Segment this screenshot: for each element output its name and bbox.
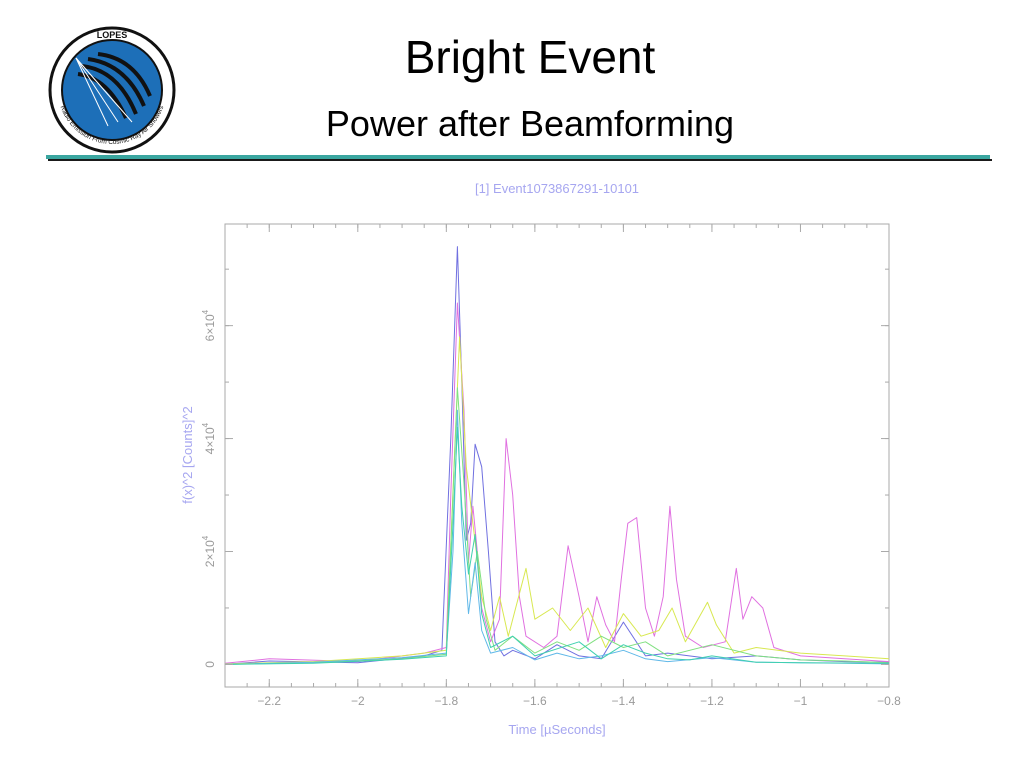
- series-line-6: [224, 426, 890, 665]
- x-tick-label: −1.8: [434, 694, 458, 708]
- lopes-logo: LOPES Radio Emission From Cosmic Ray Air…: [48, 26, 176, 154]
- x-tick-label: −0.8: [877, 694, 901, 708]
- x-tick-label: −1.2: [700, 694, 724, 708]
- y-tick-label: 2×104: [201, 535, 217, 567]
- y-tick-label: 4×104: [201, 422, 217, 454]
- y-tick-label: 6×104: [201, 309, 217, 341]
- plot-frame: [224, 223, 890, 688]
- title-divider-shadow: [48, 159, 992, 161]
- x-tick-label: −2: [351, 694, 365, 708]
- series-line-5: [224, 409, 890, 665]
- x-axis-label: Time [µSeconds]: [508, 722, 605, 737]
- series-line-4: [224, 387, 890, 665]
- y-axis-label: f(x)^2 [Counts]^2: [180, 406, 195, 503]
- x-tick-label: −1.4: [612, 694, 636, 708]
- title-divider: [46, 155, 990, 159]
- series-layer: [224, 246, 890, 665]
- series-line-2: [224, 302, 890, 664]
- logo-ring-top: LOPES: [97, 30, 128, 40]
- x-tick-label: −1: [794, 694, 808, 708]
- chart-title: [1] Event1073867291-10101: [475, 181, 639, 196]
- lopes-logo-graphic: LOPES Radio Emission From Cosmic Ray Air…: [48, 26, 176, 154]
- x-tick-label: −2.2: [257, 694, 281, 708]
- slide-subtitle: Power after Beamforming: [325, 103, 735, 144]
- slide-title: Bright Event: [404, 31, 656, 83]
- series-line-3: [224, 336, 890, 665]
- y-tick-label: 0: [203, 661, 217, 668]
- x-tick-label: −1.6: [523, 694, 547, 708]
- axes-layer: −2.2 −2 −1.8 −1.6 −1.4 −1.2 −1 −0.8 0 2×104 4×104 6…: [201, 224, 901, 708]
- series-line-1: [224, 246, 890, 665]
